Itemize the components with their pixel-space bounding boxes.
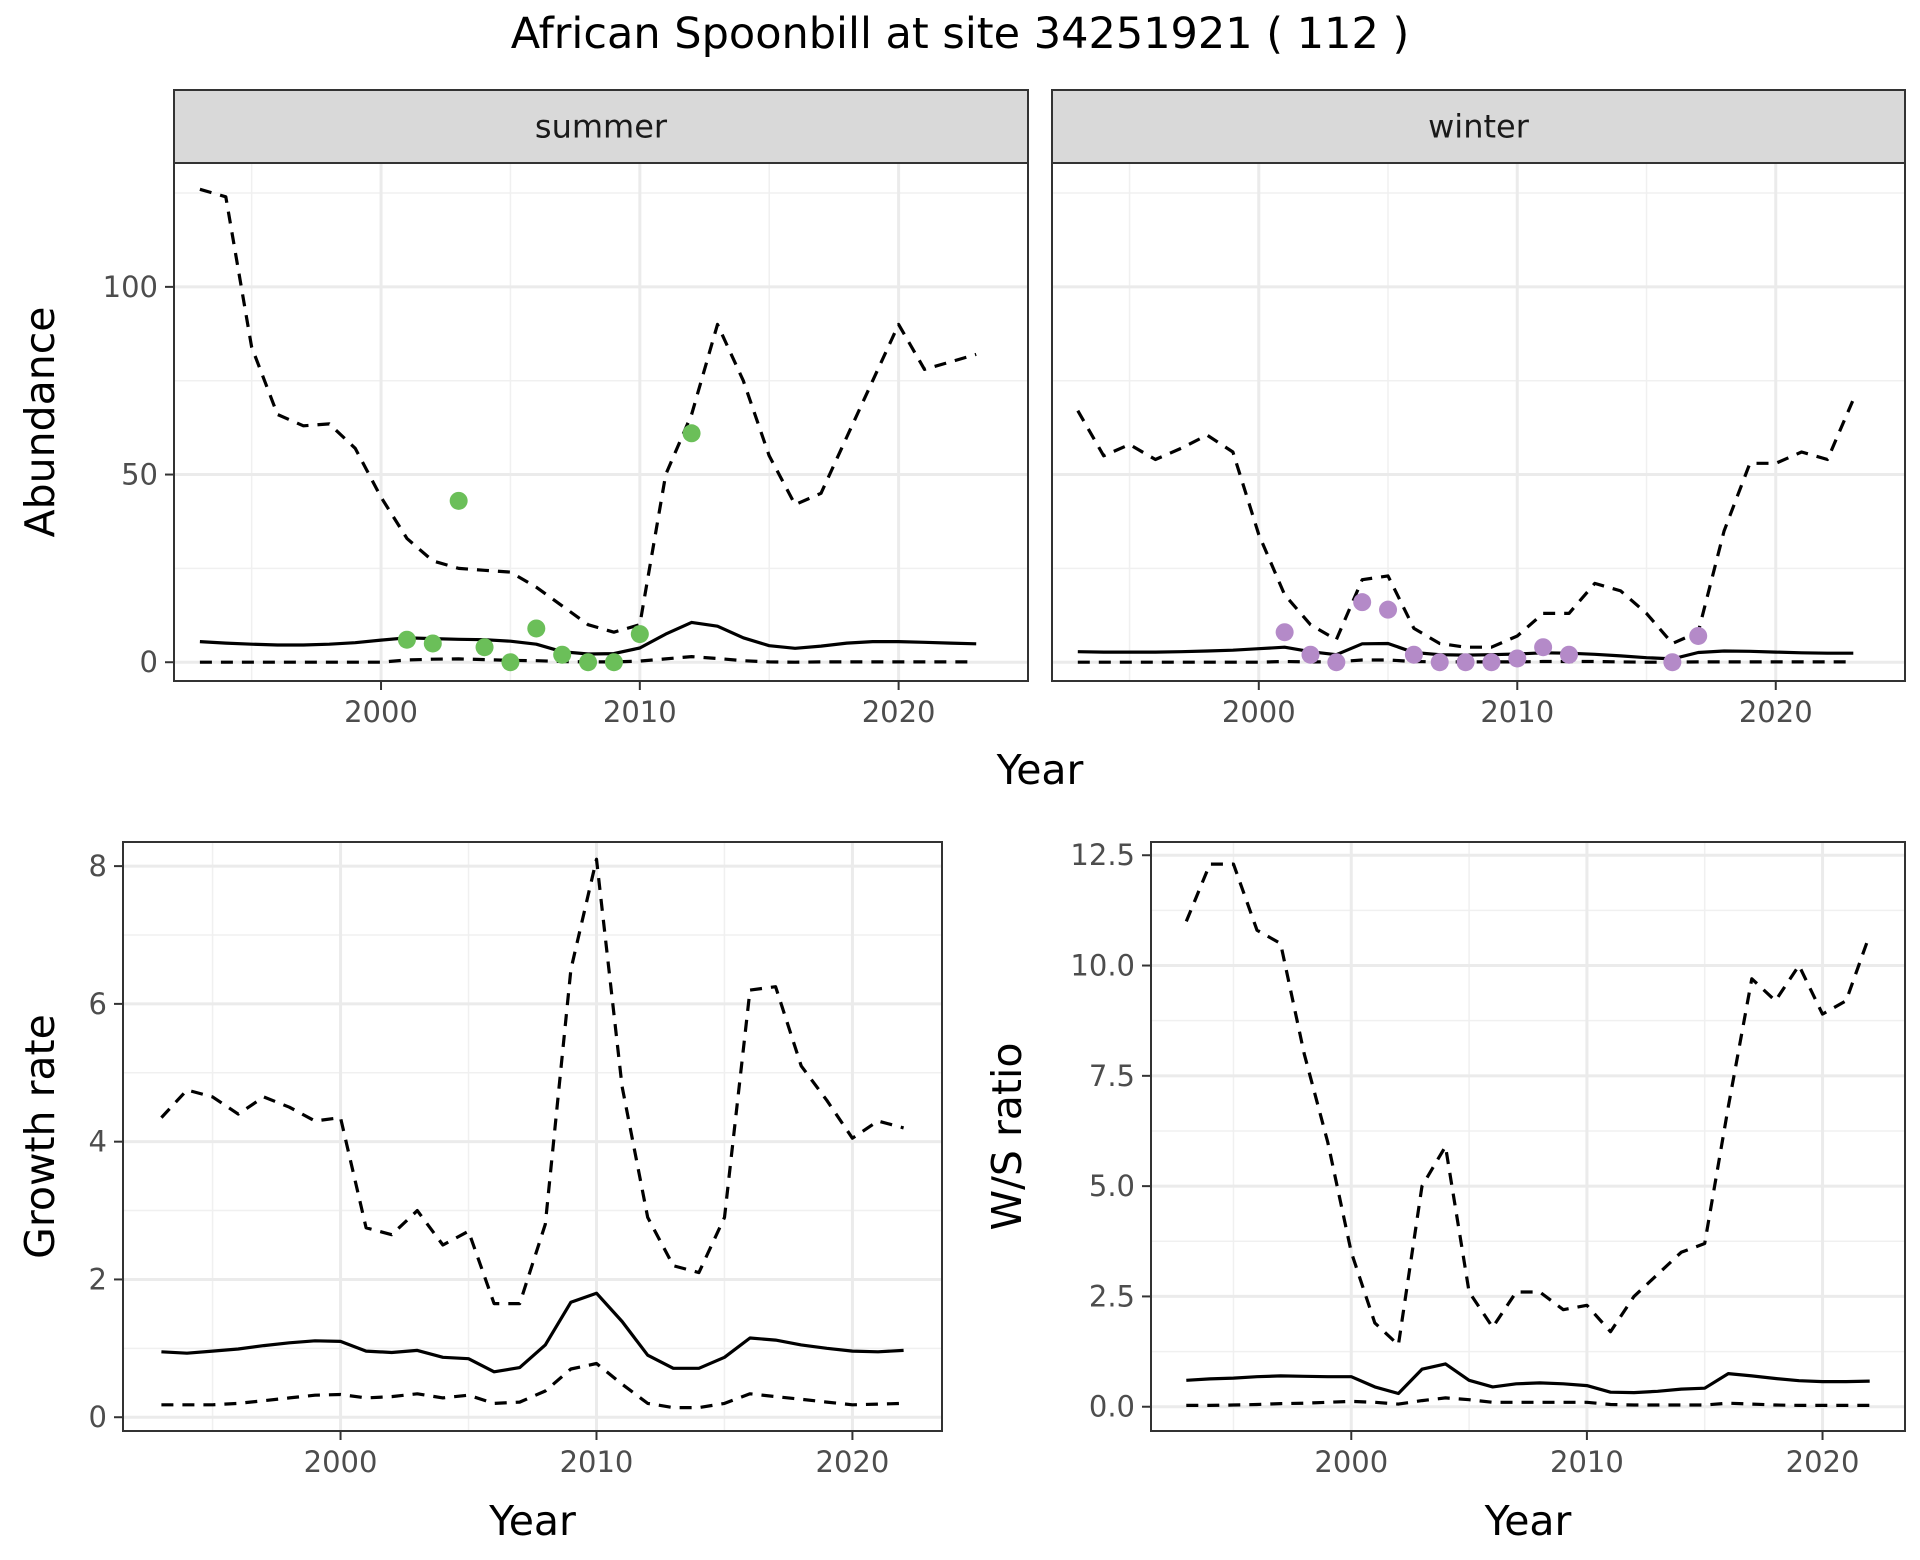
observed-point	[1430, 653, 1449, 672]
observed-point	[1301, 645, 1320, 664]
observed-point	[579, 653, 598, 672]
y-tick-label: 0	[140, 645, 158, 679]
facet-strip	[1051, 89, 1906, 164]
x-tick-label: 2000	[344, 695, 418, 729]
y-tick-label: 12.5	[1070, 838, 1135, 872]
observed-point	[527, 619, 546, 638]
estimate-line	[199, 620, 977, 656]
x-tick-label: 2010	[1550, 1445, 1624, 1479]
bound-line-1	[160, 857, 905, 1306]
observed-point	[501, 653, 520, 672]
panel-border	[122, 841, 943, 1432]
observed-point	[1534, 638, 1553, 657]
observed-point	[1275, 623, 1294, 642]
observed-point	[1379, 600, 1398, 619]
bound-line-2	[161, 1361, 904, 1410]
panel-winter: winter 2000 2010 2020	[1051, 89, 1906, 729]
observed-point	[1559, 645, 1578, 664]
y-tick-label: 4	[89, 1125, 107, 1159]
observed-point	[1689, 626, 1708, 645]
y-tick-label: 0	[89, 1400, 107, 1434]
observed-point	[1663, 653, 1682, 672]
bound-line-1	[1184, 862, 1872, 1347]
observed-point	[682, 424, 701, 443]
x-axis-title: Year	[488, 1497, 576, 1545]
bound-line-1	[199, 187, 977, 634]
observed-point	[475, 638, 494, 657]
y-axis-title: Abundance	[16, 307, 64, 538]
panel-growth: 2000 2010 2020 0 2 4 6 8 Year Growth rate	[16, 841, 943, 1545]
y-axis-title: W/S ratio	[983, 1043, 1031, 1231]
x-tick-label: 2020	[1739, 695, 1813, 729]
panel-summer: summer 2000 2010 2020 0 50 100	[103, 89, 1029, 729]
x-tick-label: 2010	[560, 1445, 634, 1479]
x-tick-label: 2020	[862, 695, 936, 729]
facet-label: winter	[1428, 108, 1530, 146]
facet-label: summer	[535, 108, 668, 146]
y-tick-label: 6	[89, 987, 107, 1021]
y-tick-label: 0.0	[1089, 1390, 1135, 1424]
estimate-line	[161, 1291, 904, 1374]
observed-point	[630, 625, 649, 644]
estimate-line	[1186, 1362, 1870, 1396]
y-tick-label: 5.0	[1089, 1169, 1135, 1203]
x-tick-label: 2000	[304, 1445, 378, 1479]
x-tick-label: 2020	[1786, 1445, 1860, 1479]
y-tick-label: 100	[103, 270, 158, 304]
bound-line-1	[1076, 398, 1855, 649]
observed-point	[1482, 653, 1501, 672]
observed-point	[604, 653, 623, 672]
observed-point	[397, 630, 416, 649]
y-tick-label: 2.5	[1089, 1279, 1135, 1313]
facet-strip	[173, 89, 1029, 164]
observed-point	[423, 634, 442, 653]
x-tick-label: 2010	[603, 695, 677, 729]
panel-ws_ratio: 2000 2010 2020 0.0 2.5 5.0 7.5 10.0 12.5 Year W/S …	[983, 838, 1906, 1545]
y-tick-label: 2	[89, 1262, 107, 1296]
x-tick-label: 2000	[1222, 695, 1296, 729]
figure-title: African Spoonbill at site 34251921 ( 112…	[511, 9, 1410, 59]
x-axis-title: Year	[996, 746, 1084, 794]
observed-point	[1508, 649, 1527, 668]
x-tick-label: 2000	[1314, 1445, 1388, 1479]
y-axis-title: Growth rate	[16, 1014, 64, 1259]
observed-point	[553, 645, 572, 664]
observed-point	[1404, 645, 1423, 664]
panel-border	[1150, 841, 1906, 1432]
x-tick-label: 2020	[816, 1445, 890, 1479]
bound-line-2	[1186, 1396, 1870, 1407]
y-tick-label: 10.0	[1070, 949, 1135, 983]
x-axis-title: Year	[1484, 1497, 1572, 1545]
observed-point	[1327, 653, 1346, 672]
observed-point	[449, 491, 468, 510]
x-tick-label: 2010	[1480, 695, 1554, 729]
observed-point	[1353, 593, 1372, 612]
y-tick-label: 50	[121, 458, 158, 492]
y-tick-label: 8	[89, 849, 107, 883]
y-tick-label: 7.5	[1089, 1059, 1135, 1093]
observed-point	[1456, 653, 1475, 672]
